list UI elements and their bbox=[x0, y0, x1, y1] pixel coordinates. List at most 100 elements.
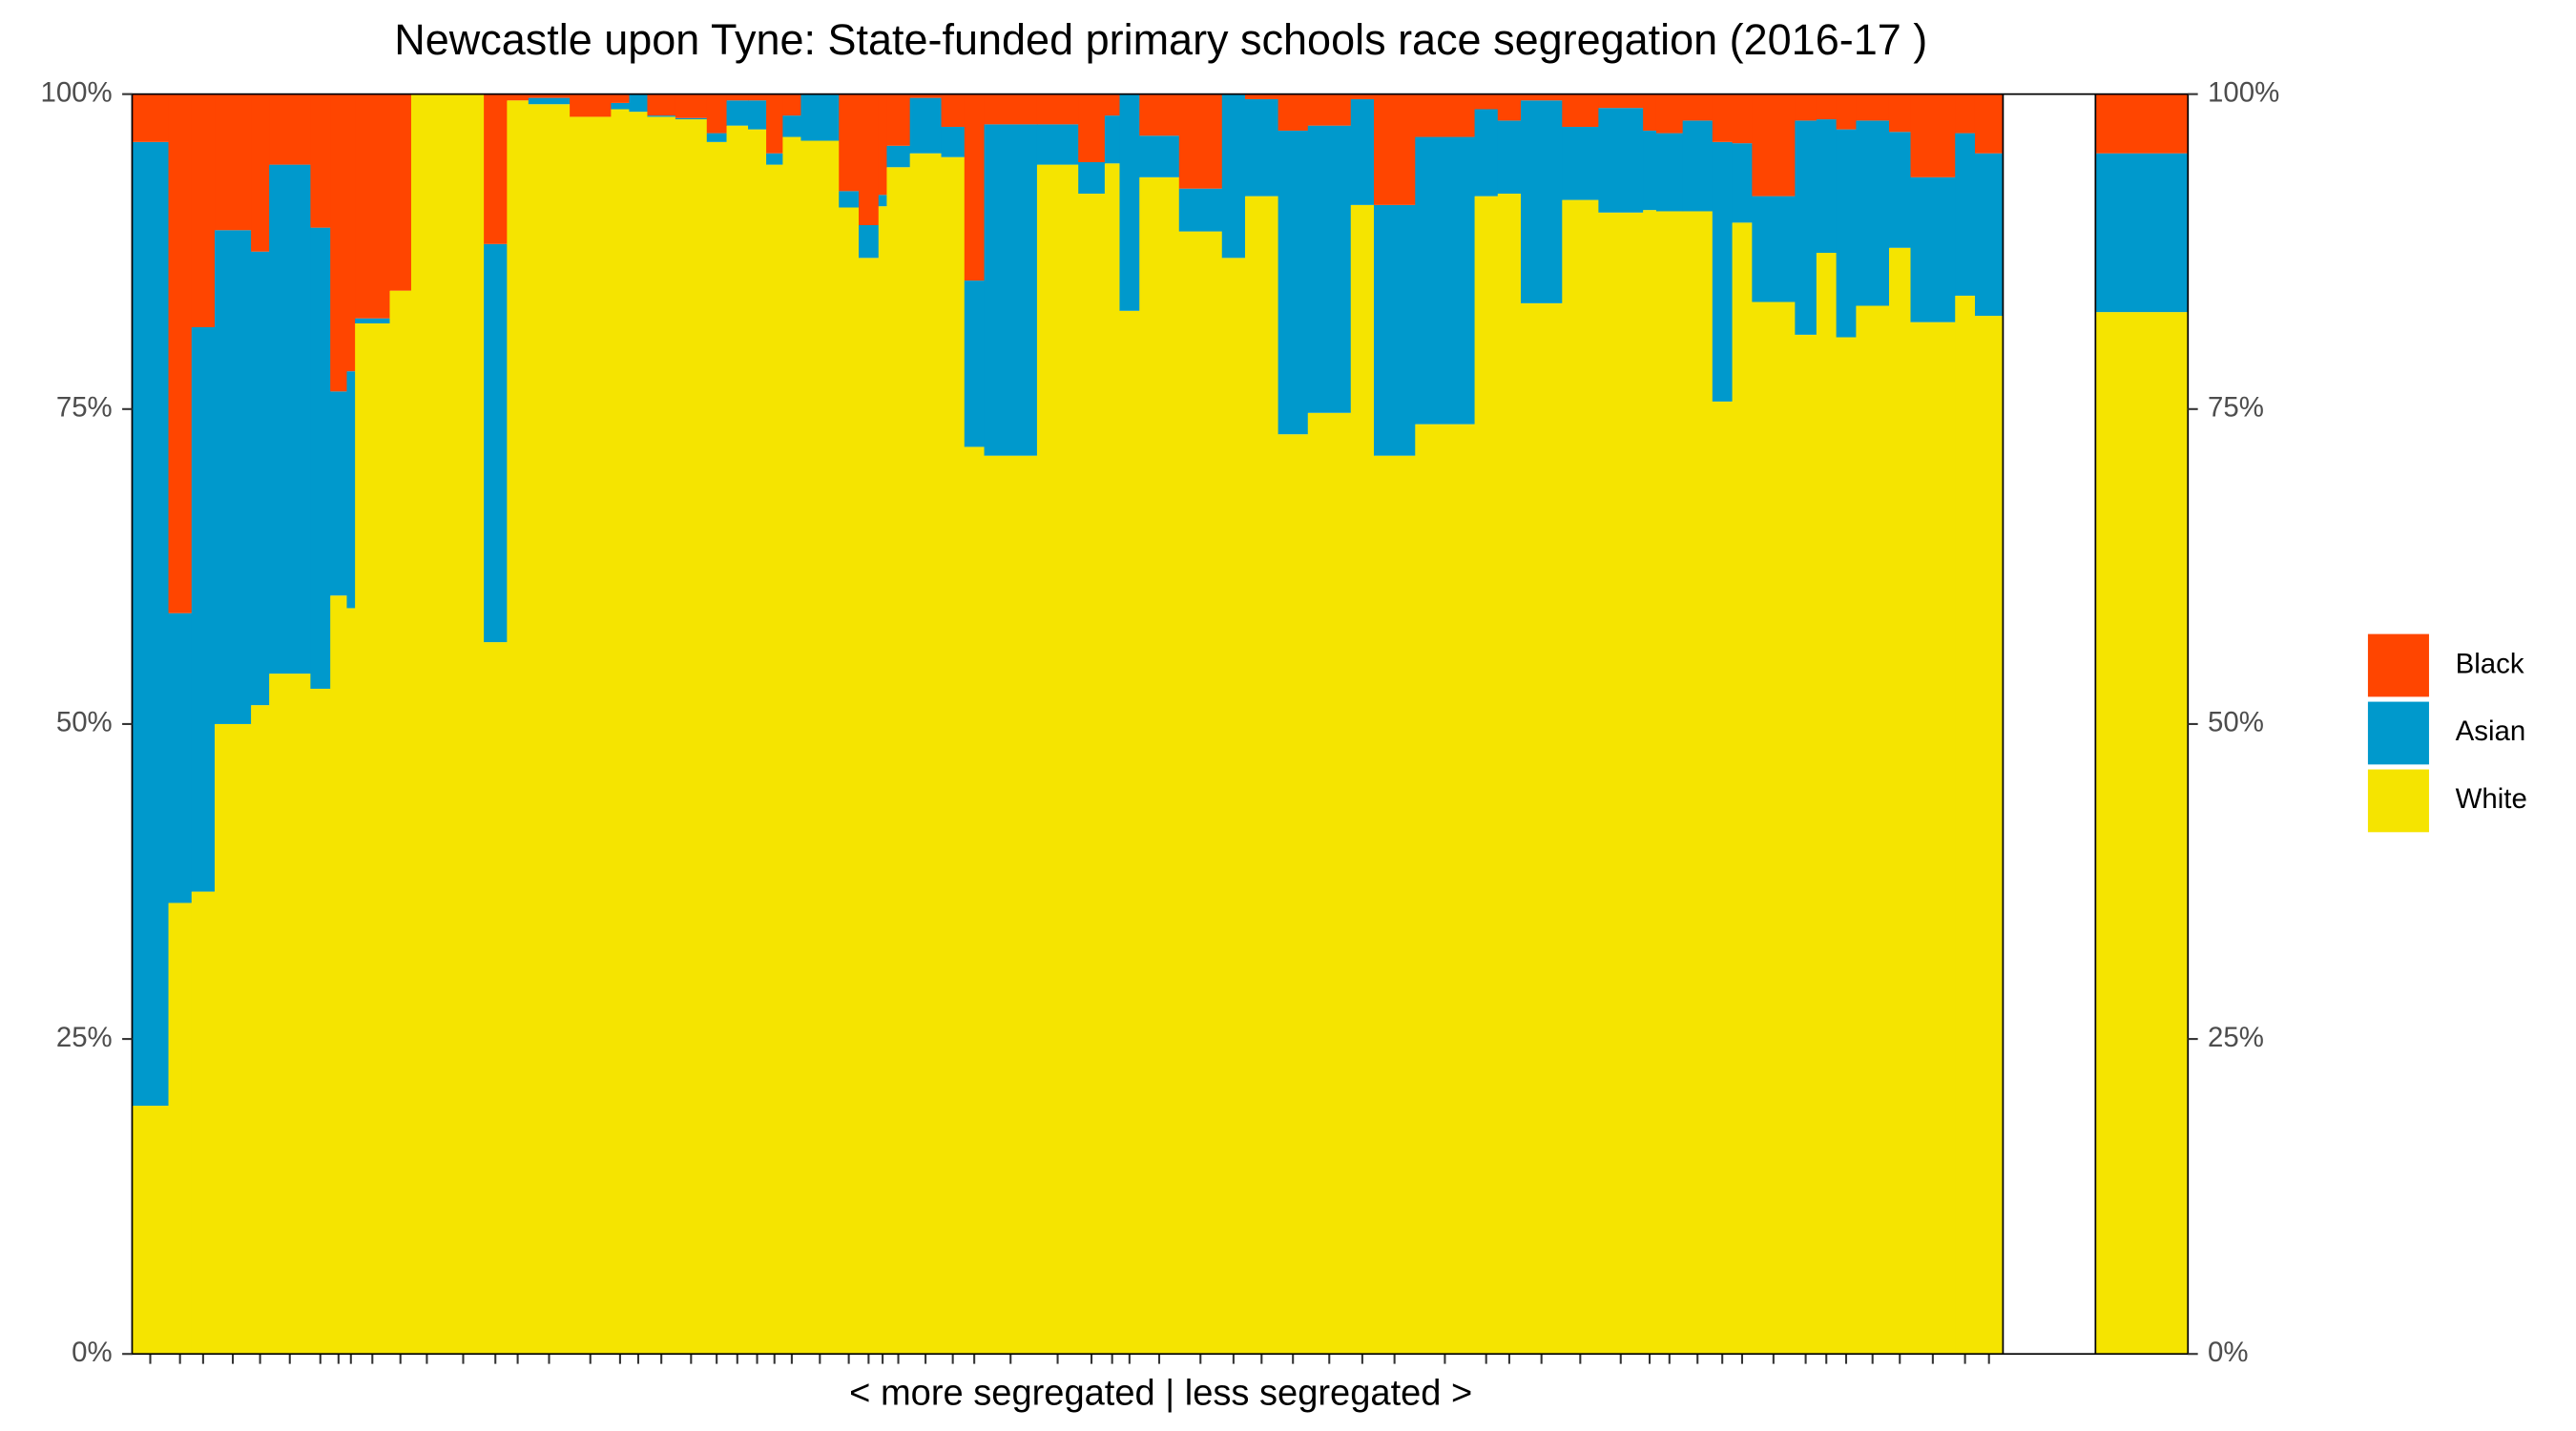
bar-segment bbox=[726, 125, 749, 1355]
legend-label: White bbox=[2456, 783, 2527, 815]
bar-segment bbox=[766, 153, 783, 165]
bar-segment bbox=[389, 290, 412, 1355]
overall-segment bbox=[2095, 153, 2189, 313]
bar-segment bbox=[1178, 188, 1223, 232]
bar-segment bbox=[1307, 125, 1352, 413]
bar-segment bbox=[1974, 316, 2004, 1355]
bar-segment bbox=[346, 93, 356, 372]
bar-segment bbox=[706, 141, 728, 1355]
bar-segment bbox=[330, 391, 347, 596]
y-tick-label: 0% bbox=[72, 1337, 113, 1368]
bar-segment bbox=[782, 115, 801, 137]
bar-segment bbox=[251, 93, 270, 252]
bar-segment bbox=[647, 115, 676, 117]
chart-title: Newcastle upon Tyne: State-funded primar… bbox=[394, 15, 1927, 64]
bar-segment bbox=[675, 119, 708, 1355]
bar-segment bbox=[909, 93, 943, 98]
bar-segment bbox=[1521, 302, 1563, 1355]
bar-segment bbox=[132, 141, 170, 1107]
bar-segment bbox=[355, 318, 390, 323]
bar-segment bbox=[269, 93, 311, 165]
bar-segment bbox=[346, 371, 356, 609]
bar-segment bbox=[507, 100, 530, 1355]
bar-segment bbox=[346, 608, 356, 1355]
bar-segment bbox=[1245, 196, 1279, 1355]
bar-segment bbox=[1712, 141, 1734, 402]
bar-segment bbox=[1655, 133, 1684, 212]
bar-segment bbox=[484, 642, 508, 1355]
bar-segment bbox=[629, 112, 648, 1355]
bar-segment bbox=[570, 116, 612, 1355]
bar-segment bbox=[1221, 93, 1246, 259]
bar-segment bbox=[766, 93, 783, 154]
bar-segment bbox=[886, 145, 911, 168]
legend-label: Black bbox=[2456, 648, 2524, 679]
bar-segment bbox=[330, 93, 347, 392]
bar-segment bbox=[878, 206, 887, 1355]
bar-segment bbox=[528, 104, 571, 1355]
bar-segment bbox=[1415, 424, 1476, 1355]
y-tick-label: 75% bbox=[56, 392, 113, 424]
bar-segment bbox=[528, 97, 571, 105]
bar-segment bbox=[1373, 93, 1416, 205]
bar-segment bbox=[1856, 305, 1890, 1355]
bar-segment bbox=[215, 723, 252, 1355]
bar-segment bbox=[1521, 93, 1563, 101]
bar-segment bbox=[1562, 126, 1599, 200]
bar-segment bbox=[1307, 412, 1352, 1355]
bar-segment bbox=[1278, 434, 1309, 1355]
bar-segment bbox=[1497, 120, 1522, 194]
bar-segment bbox=[1974, 153, 2004, 317]
bar-segment bbox=[766, 164, 783, 1355]
bar-segment bbox=[1598, 93, 1644, 109]
overall-segment bbox=[2095, 312, 2189, 1355]
bar-segment bbox=[1732, 143, 1753, 223]
bar-segment bbox=[132, 93, 170, 142]
bar-segment bbox=[1795, 334, 1818, 1355]
x-axis-label: < more segregated | less segregated > bbox=[849, 1374, 1472, 1414]
bar-segment bbox=[1221, 258, 1246, 1355]
bar-segment bbox=[1655, 211, 1684, 1355]
bar-segment bbox=[1104, 115, 1120, 164]
bar-segment bbox=[800, 140, 840, 1355]
bar-segment bbox=[629, 93, 648, 113]
bar-segment bbox=[132, 1106, 170, 1355]
bar-segment bbox=[1415, 93, 1476, 137]
bar-segment bbox=[964, 280, 986, 447]
bar-segment bbox=[1816, 93, 1838, 120]
bar-segment bbox=[647, 93, 676, 116]
bar-segment bbox=[1910, 321, 1956, 1355]
bar-segment bbox=[1036, 93, 1079, 125]
bar-segment bbox=[909, 97, 943, 154]
bar-segment bbox=[1598, 212, 1644, 1355]
legend-swatch bbox=[2367, 701, 2429, 765]
bar-segment bbox=[310, 227, 331, 689]
bar-segment bbox=[1078, 93, 1106, 162]
bar-segment bbox=[1078, 193, 1106, 1355]
bar-segment bbox=[909, 153, 943, 1355]
bar-segment bbox=[1836, 129, 1857, 338]
bar-segment bbox=[859, 258, 880, 1355]
bar-segment bbox=[1139, 93, 1180, 136]
bar-segment bbox=[1139, 176, 1180, 1355]
bar-segment bbox=[611, 93, 630, 103]
bar-segment bbox=[1836, 93, 1857, 130]
bar-segment bbox=[1836, 337, 1857, 1355]
bar-segment bbox=[782, 136, 801, 1355]
y2-tick-label: 50% bbox=[2208, 707, 2264, 738]
overall-segment bbox=[2095, 93, 2189, 154]
bar-segment bbox=[1795, 93, 1818, 121]
bar-segment bbox=[1955, 93, 1976, 134]
bar-segment bbox=[1036, 124, 1079, 165]
bar-segment bbox=[1856, 120, 1890, 306]
bar-segment bbox=[941, 93, 966, 127]
bar-segment bbox=[168, 612, 193, 903]
bar-segment bbox=[389, 93, 412, 291]
bar-segment bbox=[1955, 133, 1976, 296]
bar-segment bbox=[800, 93, 840, 141]
bar-segment bbox=[1373, 204, 1416, 456]
bar-segment bbox=[839, 207, 860, 1355]
bar-segment bbox=[647, 116, 676, 1355]
